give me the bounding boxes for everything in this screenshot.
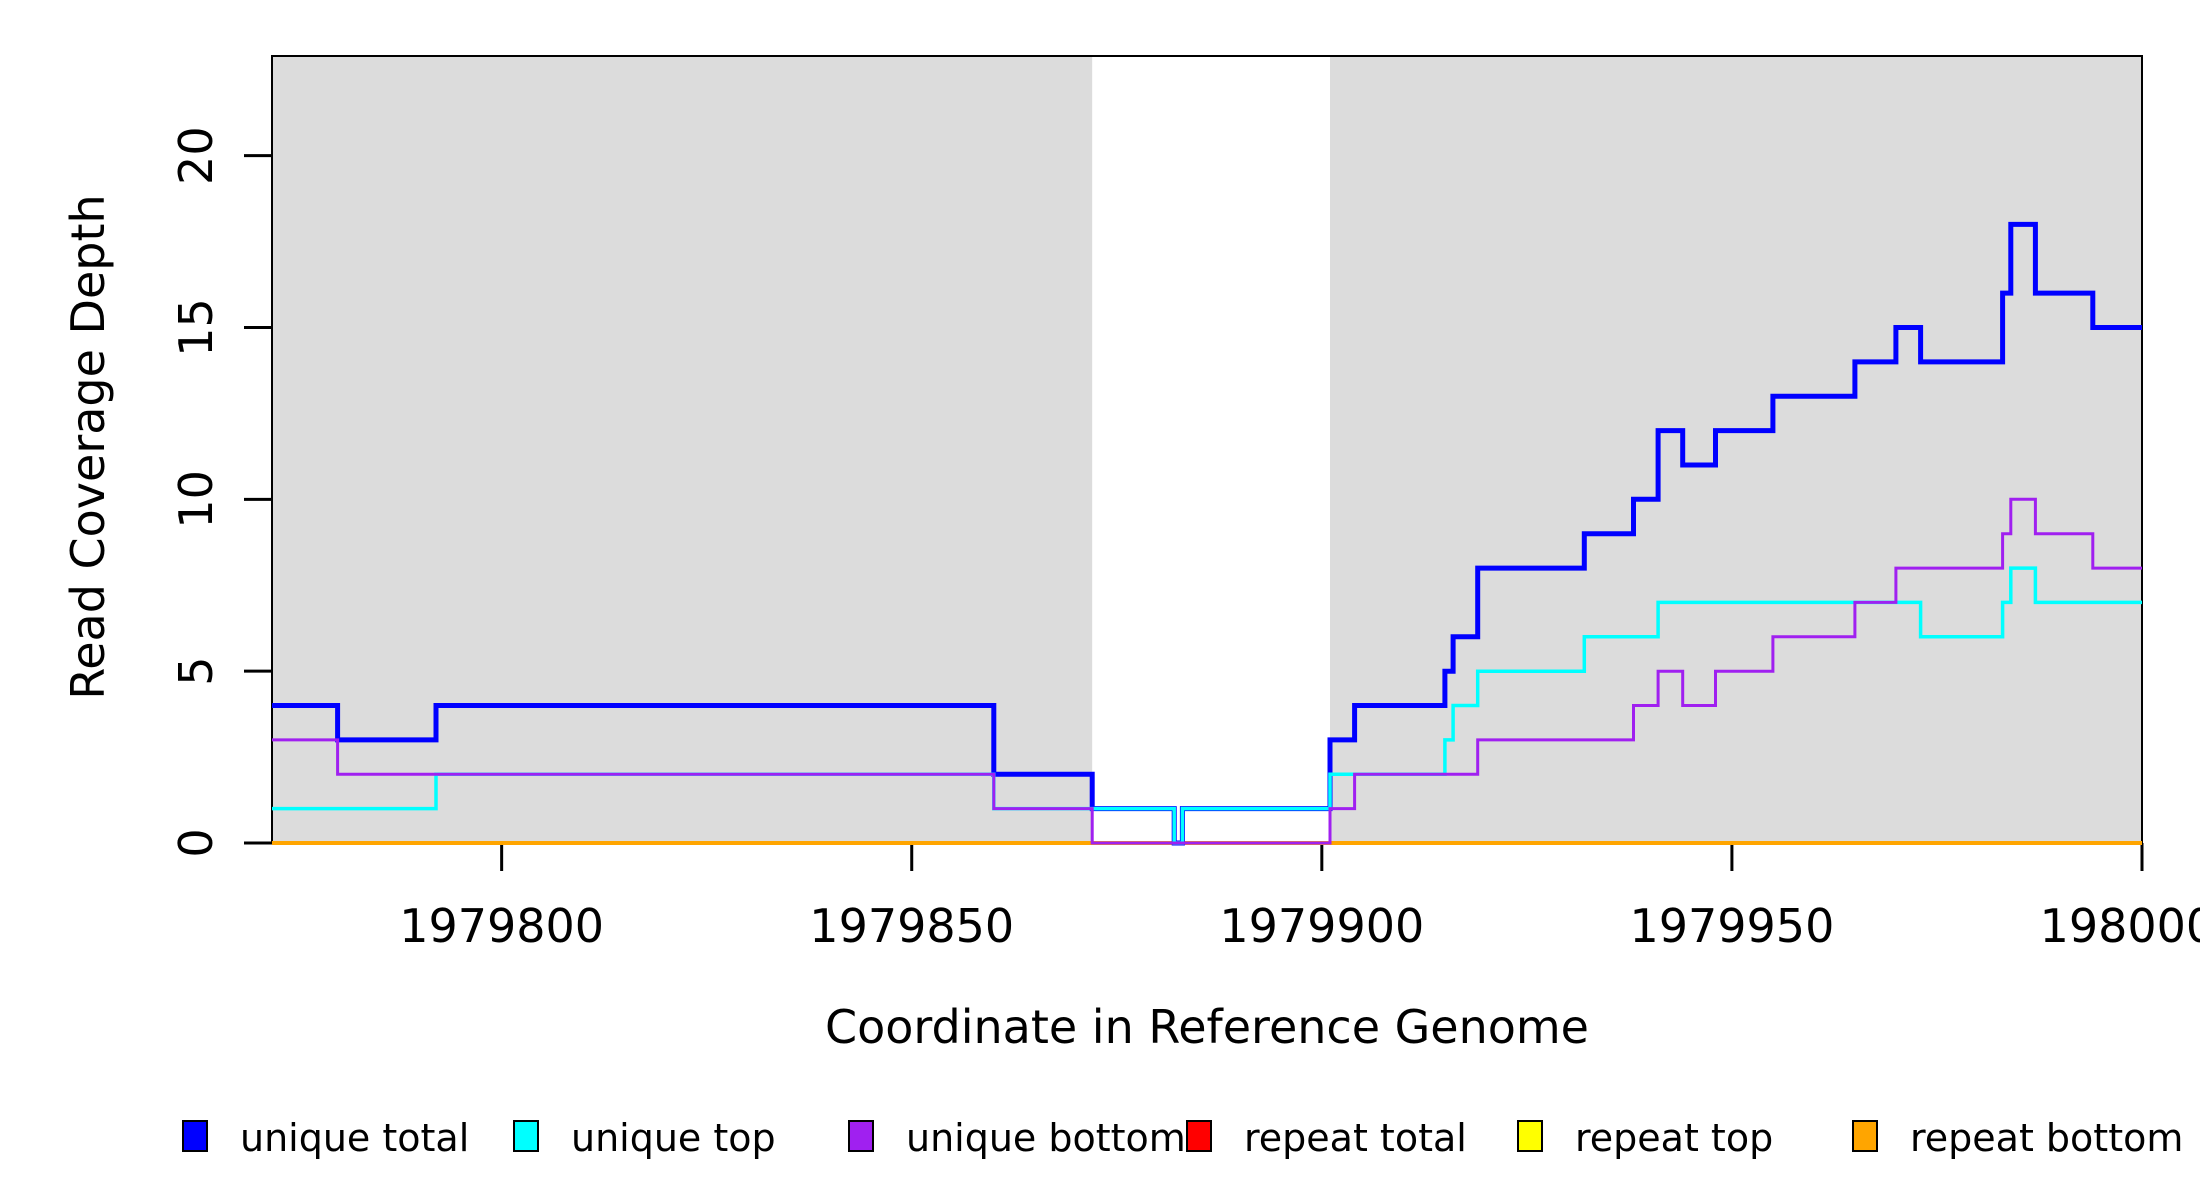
y-axis-tick-label: 15 xyxy=(169,298,223,357)
coverage-shading-region xyxy=(272,57,1093,842)
y-axis-tick-label: 5 xyxy=(169,657,223,686)
x-axis-title: Coordinate in Reference Genome xyxy=(825,1000,1589,1054)
y-axis-tick-label: 20 xyxy=(169,126,223,185)
series-unique-bottom-line xyxy=(272,497,2142,845)
x-axis-tick-label: 1979800 xyxy=(399,899,604,953)
series-unique-top-line xyxy=(272,566,2142,845)
y-axis-title: Read Coverage Depth xyxy=(61,194,115,700)
x-axis-tick-label: 1979900 xyxy=(1219,899,1424,953)
x-axis-tick-label: 1979950 xyxy=(1629,899,1834,953)
y-axis-tick-label: 10 xyxy=(169,470,223,529)
y-axis-tick-label: 0 xyxy=(169,828,223,857)
x-axis-tick-label: 1980000 xyxy=(2040,899,2200,953)
x-axis-tick-label: 1979850 xyxy=(809,899,1014,953)
coverage-shading-region xyxy=(1330,57,2142,842)
